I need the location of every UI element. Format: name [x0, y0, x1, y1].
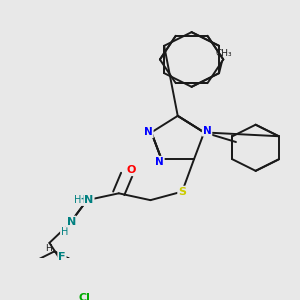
Text: H: H — [45, 244, 52, 253]
Text: N: N — [84, 195, 94, 205]
Text: O: O — [127, 165, 136, 175]
Text: Cl: Cl — [78, 292, 90, 300]
Text: F: F — [58, 251, 66, 262]
Text: CH₃: CH₃ — [216, 49, 232, 58]
Text: N: N — [203, 126, 212, 136]
Text: N: N — [155, 157, 164, 167]
Text: N: N — [67, 217, 76, 226]
Text: H: H — [77, 195, 85, 205]
Text: H: H — [61, 226, 68, 237]
Text: H: H — [74, 195, 81, 205]
Text: S: S — [178, 187, 186, 196]
Text: N: N — [144, 128, 153, 137]
